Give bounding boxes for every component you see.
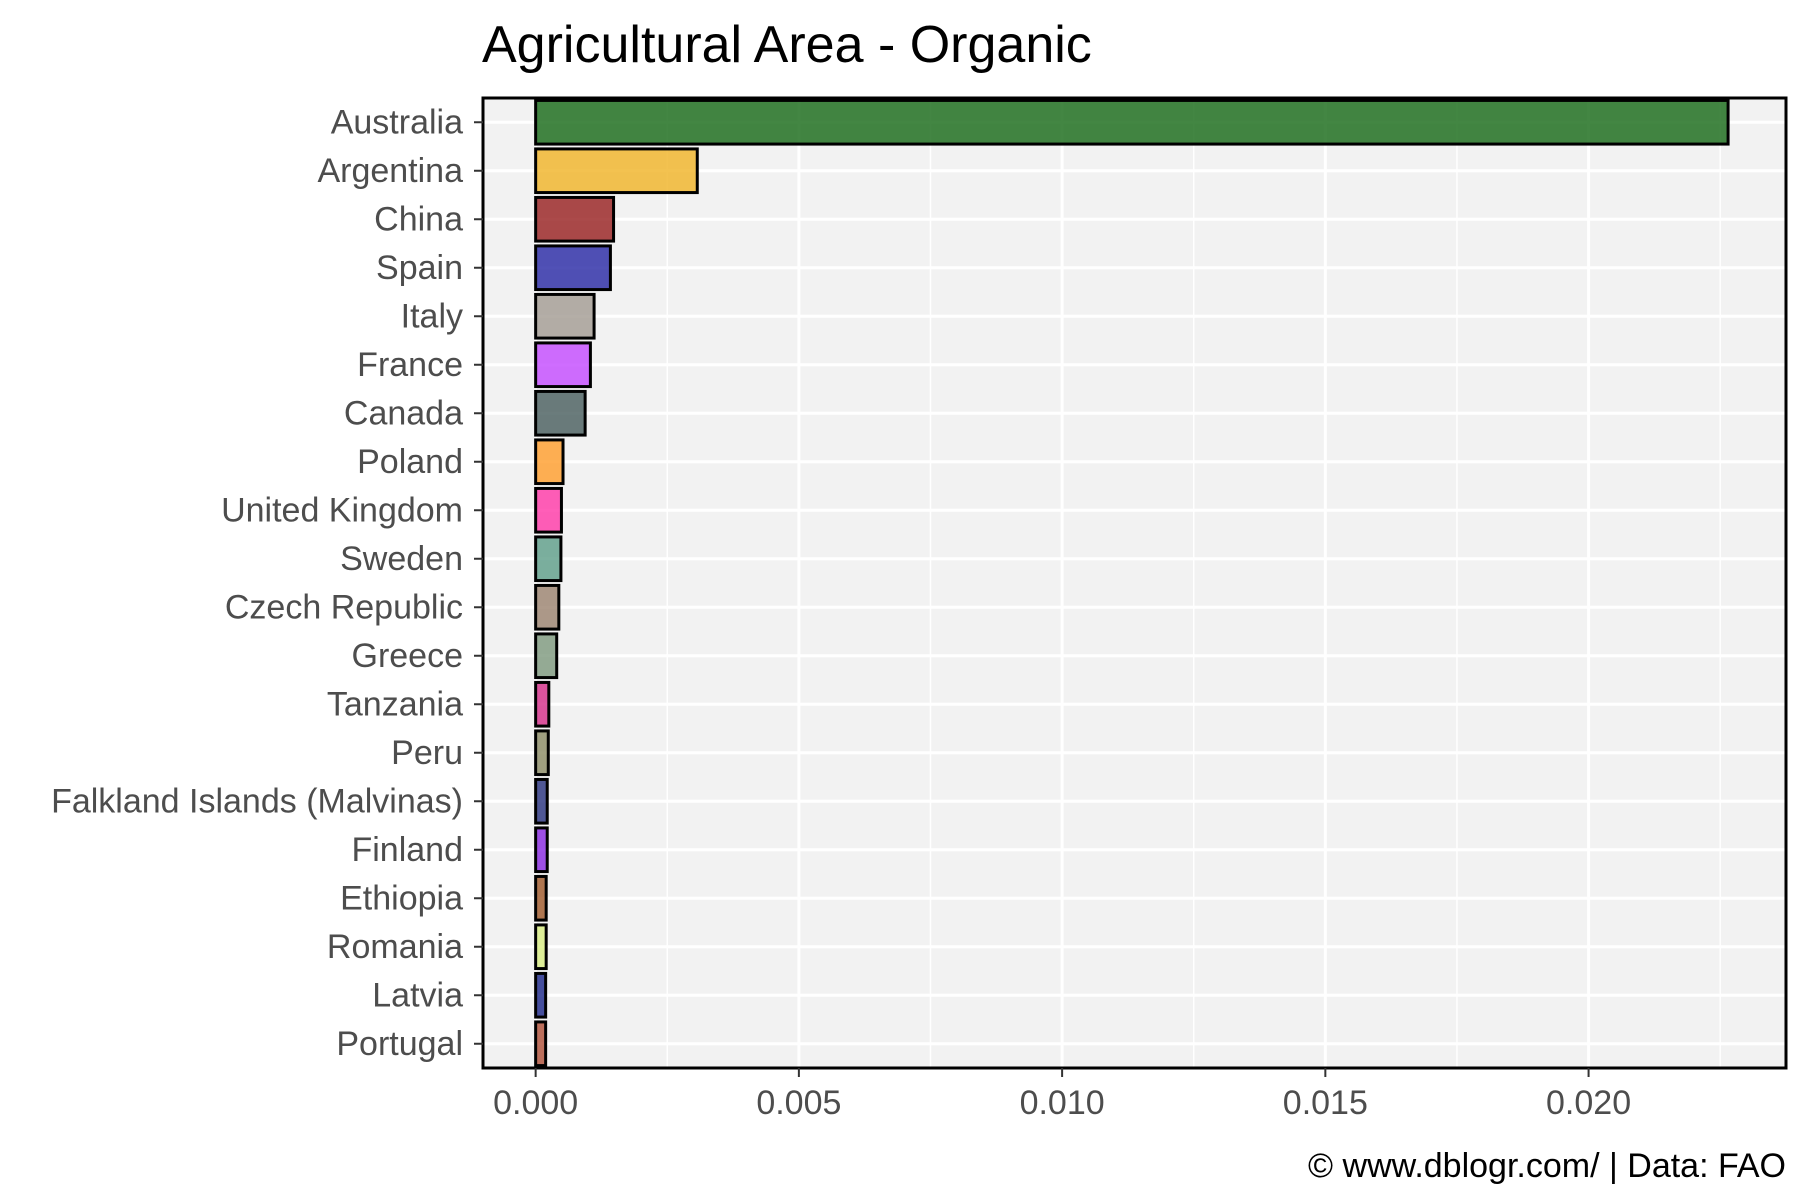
plot-panel [481,96,1788,1070]
bar-france [534,341,592,389]
x-tick-label: 0.010 [1020,1084,1105,1122]
category-label: China [374,200,463,238]
bar-china [534,195,616,243]
category-label: France [357,346,463,384]
category-label: Poland [357,443,463,481]
category-label: Sweden [340,540,463,578]
panel-border [481,96,1788,1070]
x-tick-label: 0.005 [756,1084,841,1122]
category-label: Australia [331,103,463,141]
category-label: Finland [351,831,463,869]
category-label: Ethiopia [340,879,463,917]
category-label: Peru [391,734,463,772]
category-label: Czech Republic [225,588,463,626]
category-label: Greece [352,637,464,675]
bar-falkland-islands-malvinas [534,777,549,825]
bar-portugal [534,1020,548,1068]
category-label: United Kingdom [221,491,463,529]
category-label: Canada [344,394,463,432]
category-label: Spain [376,249,463,287]
category-label: Latvia [372,976,463,1014]
bar-finland [534,826,549,874]
x-tick-label: 0.000 [493,1084,578,1122]
bar-tanzania [534,680,551,728]
bar-spain [534,244,612,292]
bar-italy [534,292,596,340]
category-label: Tanzania [327,685,463,723]
bar-ethiopia [534,874,548,922]
category-label: Romania [327,928,463,966]
bar-czech-republic [534,583,561,631]
bar-latvia [534,971,548,1019]
bar-argentina [534,147,699,195]
bar-united-kingdom [534,486,563,534]
bar-greece [534,632,559,680]
category-label: Portugal [336,1025,463,1063]
bar-poland [534,438,565,486]
bar-romania [534,923,548,971]
bar-sweden [534,535,563,583]
x-tick-label: 0.015 [1283,1084,1368,1122]
chart-caption: © www.dblogr.com/ | Data: FAO [1308,1147,1786,1185]
category-label: Falkland Islands (Malvinas) [51,782,463,820]
bar-canada [534,389,587,437]
category-label: Argentina [317,152,463,190]
panel-background [483,98,1786,1068]
x-axis-ticks: 0.000 0.005 0.010 0.015 0.020 [493,1068,1631,1122]
bar-peru [534,729,550,777]
chart-title: Agricultural Area - Organic [482,16,1092,74]
bar-australia [534,98,1730,146]
x-tick-label: 0.020 [1546,1084,1631,1122]
category-labels: Australia Argentina China Spain Italy France C… [51,103,483,1063]
category-label: Italy [401,297,463,335]
